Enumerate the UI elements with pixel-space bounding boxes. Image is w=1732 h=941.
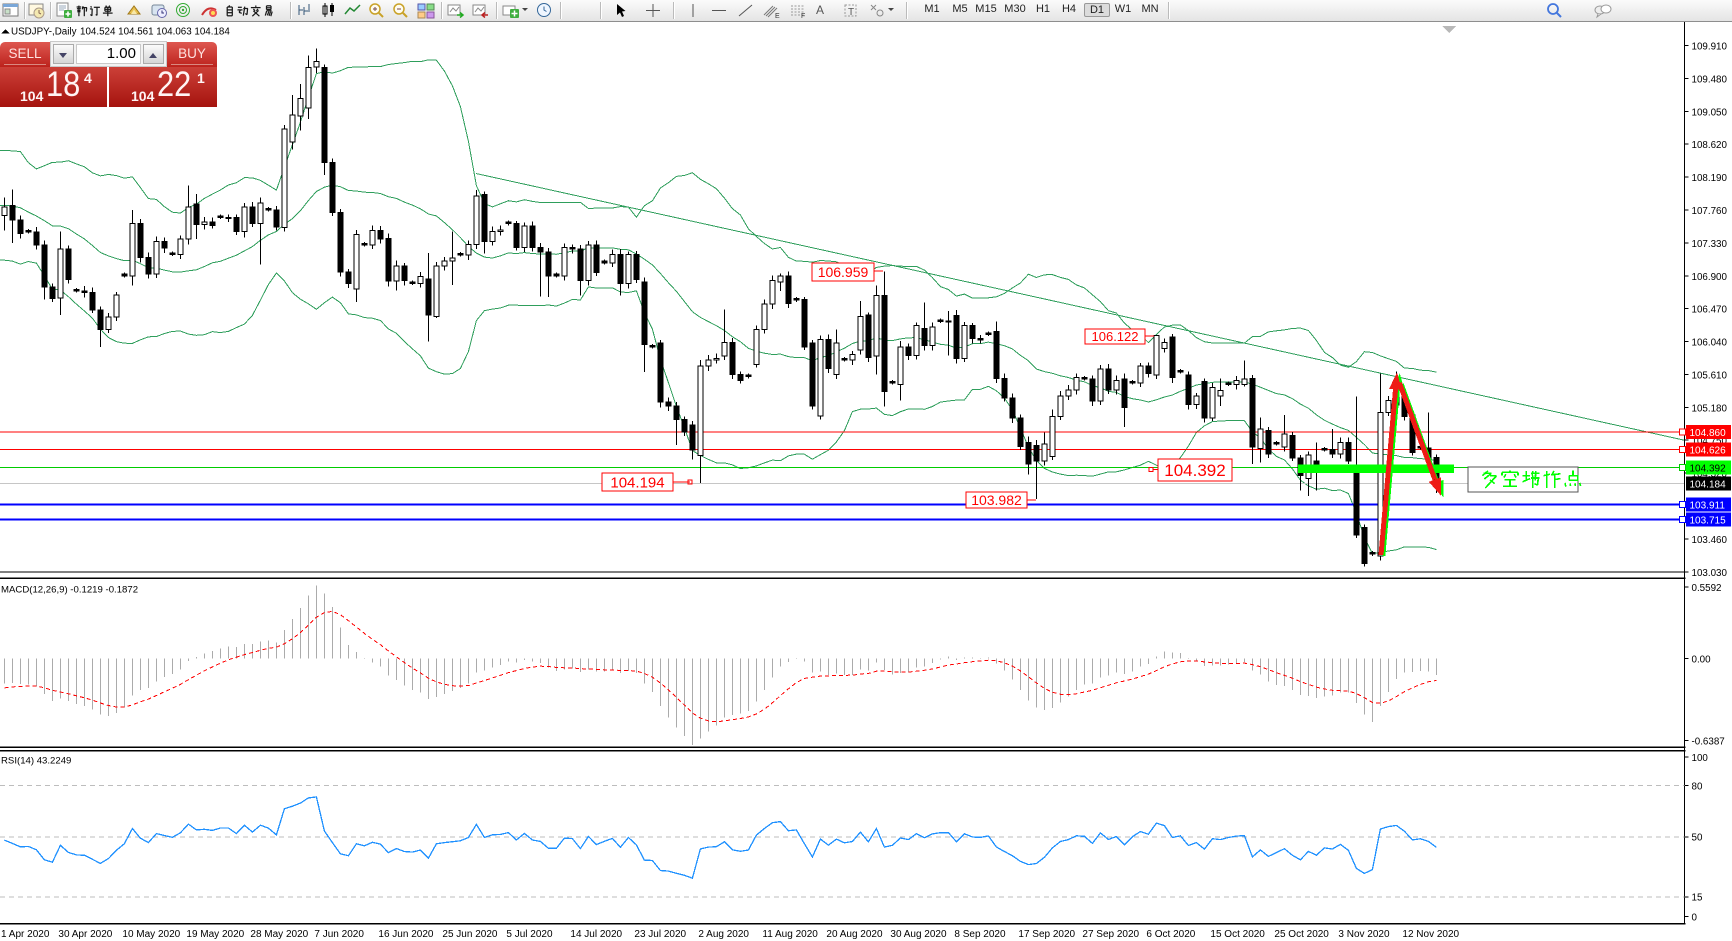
svg-text:104.392: 104.392 [1164,461,1225,480]
svg-text:E: E [775,13,780,19]
svg-text:100: 100 [1692,753,1709,764]
svg-text:2 Aug 2020: 2 Aug 2020 [698,929,749,940]
svg-text:USDJPY-,Daily: USDJPY-,Daily [11,27,77,38]
svg-text:8 Sep 2020: 8 Sep 2020 [954,929,1006,940]
svg-text:103.982: 103.982 [971,492,1022,508]
svg-text:106.900: 106.900 [1692,272,1728,283]
svg-text:T: T [848,7,854,18]
svg-text:11 Aug 2020: 11 Aug 2020 [762,929,818,940]
svg-text:3 Nov 2020: 3 Nov 2020 [1338,929,1390,940]
svg-text:105.610: 105.610 [1692,371,1728,382]
svg-text:109.910: 109.910 [1692,42,1728,53]
svg-text:103.030: 103.030 [1692,568,1728,579]
svg-text:106.122: 106.122 [1092,329,1139,344]
svg-text:106.959: 106.959 [818,264,869,280]
svg-text:105.180: 105.180 [1692,403,1728,414]
svg-text:5 Jul 2020: 5 Jul 2020 [506,929,553,940]
svg-text:20 Aug 2020: 20 Aug 2020 [826,929,883,940]
svg-text:108.190: 108.190 [1692,173,1728,184]
svg-text:25 Oct 2020: 25 Oct 2020 [1274,929,1329,940]
svg-text:7 Jun 2020: 7 Jun 2020 [314,929,364,940]
svg-text:15 Oct 2020: 15 Oct 2020 [1210,929,1265,940]
svg-text:107.330: 107.330 [1692,239,1728,250]
svg-text:107.760: 107.760 [1692,206,1728,217]
svg-text:RSI(14) 43.2249: RSI(14) 43.2249 [1,756,71,767]
svg-text:109.050: 109.050 [1692,107,1728,118]
svg-text:27 Sep 2020: 27 Sep 2020 [1082,929,1139,940]
svg-text:15: 15 [1692,893,1703,904]
svg-text:0.5592: 0.5592 [1692,583,1722,594]
svg-text:109.480: 109.480 [1692,74,1728,85]
svg-text:14 Jul 2020: 14 Jul 2020 [570,929,622,940]
svg-text:19 May 2020: 19 May 2020 [186,929,244,940]
svg-text:30 Aug 2020: 30 Aug 2020 [890,929,947,940]
svg-text:16 Jun 2020: 16 Jun 2020 [378,929,433,940]
svg-text:0.00: 0.00 [1692,655,1712,666]
svg-text:30 Apr 2020: 30 Apr 2020 [58,929,112,940]
svg-text:104.524 104.561 104.063 104.18: 104.524 104.561 104.063 104.184 [80,27,230,38]
svg-text:104.194: 104.194 [610,474,664,491]
svg-text:10 May 2020: 10 May 2020 [122,929,180,940]
svg-text:106.470: 106.470 [1692,305,1728,316]
svg-text:104.392: 104.392 [1690,464,1727,475]
svg-text:103.911: 103.911 [1690,500,1726,511]
svg-text:108.620: 108.620 [1692,140,1728,151]
svg-text:1 Apr 2020: 1 Apr 2020 [1,929,50,940]
svg-text:106.040: 106.040 [1692,338,1728,349]
svg-text:104.184: 104.184 [1690,480,1727,491]
svg-text:-0.6387: -0.6387 [1692,736,1725,747]
svg-text:103.715: 103.715 [1690,515,1727,526]
svg-text:6 Oct 2020: 6 Oct 2020 [1146,929,1195,940]
svg-text:50: 50 [1692,833,1703,844]
svg-text:23 Jul 2020: 23 Jul 2020 [634,929,686,940]
svg-text:MACD(12,26,9) -0.1219 -0.1872: MACD(12,26,9) -0.1219 -0.1872 [1,585,138,596]
svg-text:104.750: 104.750 [1692,436,1728,447]
svg-text:17 Sep 2020: 17 Sep 2020 [1018,929,1075,940]
svg-text:25 Jun 2020: 25 Jun 2020 [442,929,497,940]
svg-text:103.460: 103.460 [1692,535,1728,546]
svg-text:28 May 2020: 28 May 2020 [250,929,308,940]
svg-text:F: F [801,13,805,19]
svg-text:104.626: 104.626 [1690,446,1727,457]
svg-text:0: 0 [1692,913,1698,924]
svg-text:12 Nov 2020: 12 Nov 2020 [1402,929,1459,940]
svg-text:80: 80 [1692,781,1703,792]
svg-text:104.860: 104.860 [1690,428,1727,439]
